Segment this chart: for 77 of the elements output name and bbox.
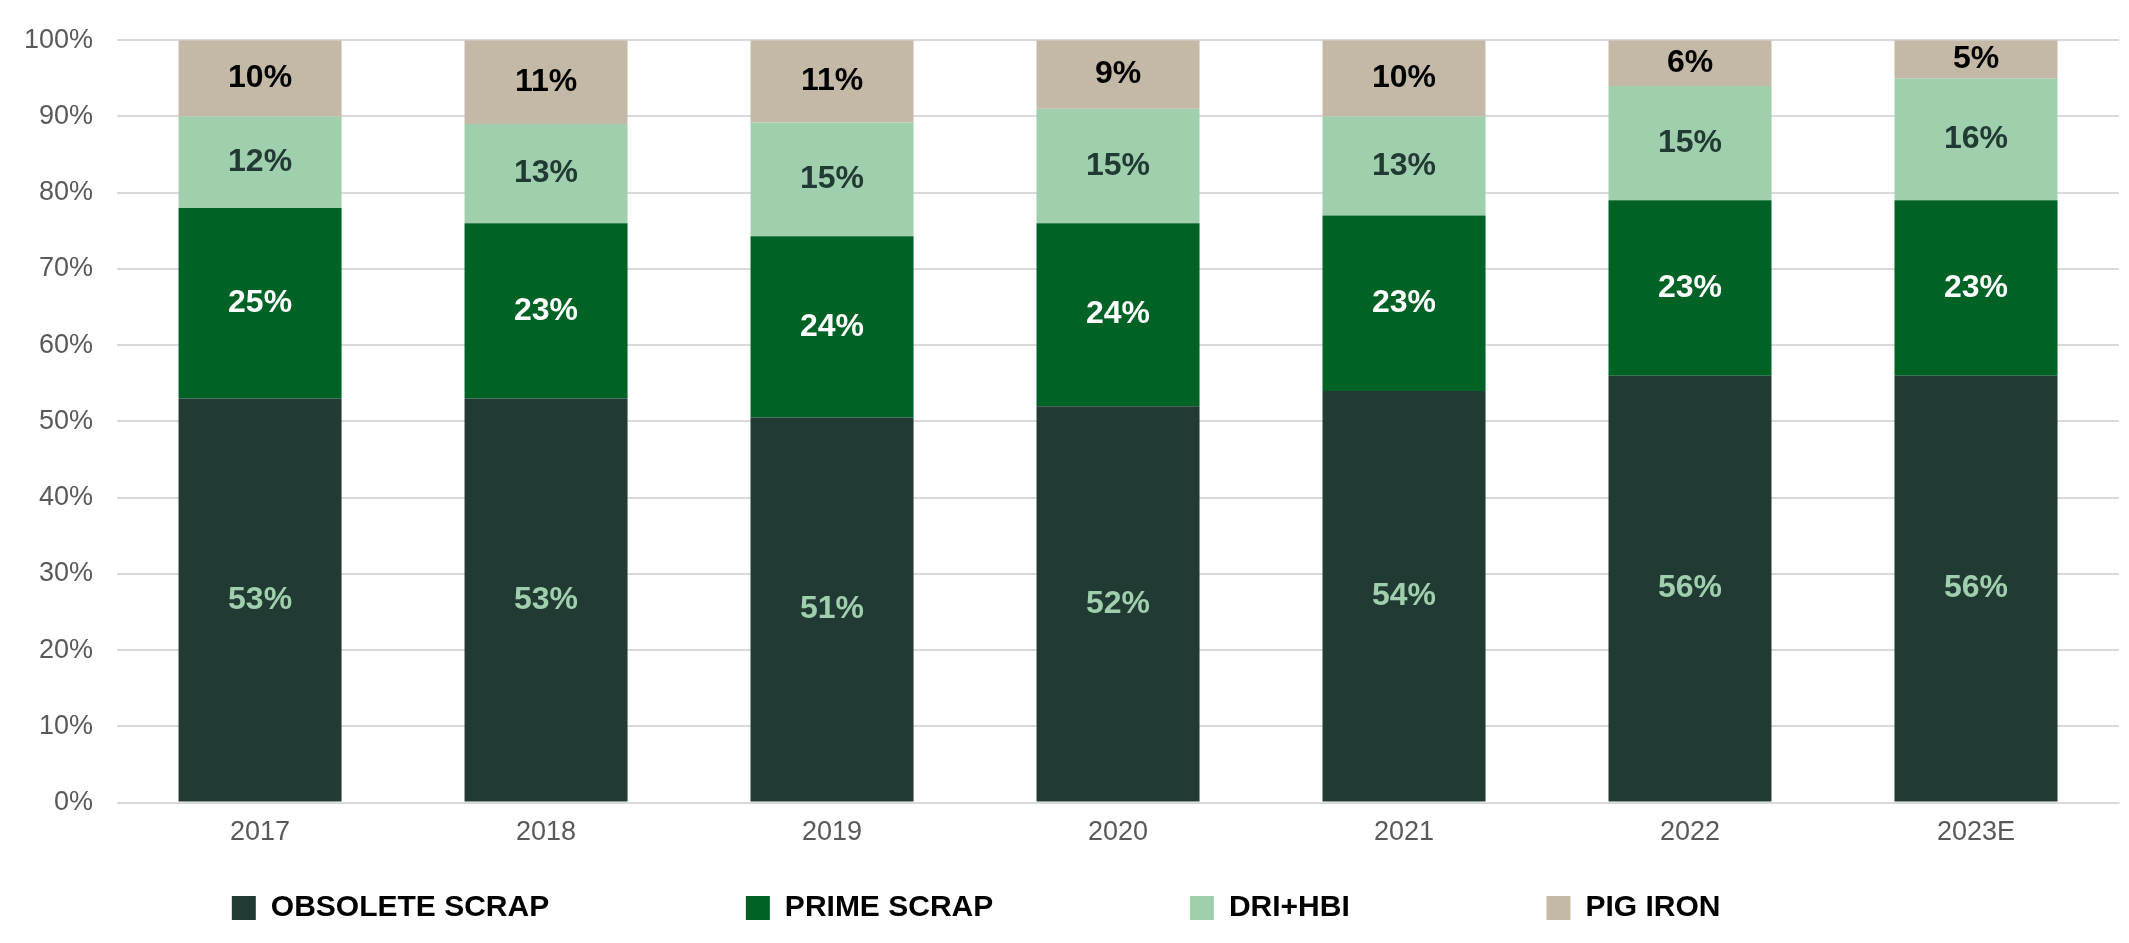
y-tick-label: 40% xyxy=(39,481,94,512)
x-tick-label: 2022 xyxy=(1659,816,1721,847)
legend-label: DRI+HBI xyxy=(1228,889,1517,923)
bar xyxy=(178,398,342,802)
data-label: 15% xyxy=(1657,122,1723,159)
y-tick-label: 70% xyxy=(39,252,94,283)
y-tick-label: 20% xyxy=(39,633,94,664)
bar xyxy=(1322,40,1486,117)
data-label: 15% xyxy=(1086,145,1151,182)
data-label: 52% xyxy=(1086,583,1151,620)
data-label: 10% xyxy=(1372,58,1437,95)
bar xyxy=(1608,40,1772,86)
bar xyxy=(464,223,628,399)
x-tick-label: 2021 xyxy=(1373,816,1435,847)
bar xyxy=(1894,78,2058,201)
bar xyxy=(178,116,342,208)
data-label: 23% xyxy=(1657,267,1723,304)
bar xyxy=(1036,108,1200,224)
bar xyxy=(464,40,628,125)
bar xyxy=(750,417,914,802)
y-tick-label: 0% xyxy=(54,786,94,817)
x-tick-label: 2018 xyxy=(516,816,577,847)
data-label: 15% xyxy=(800,159,865,196)
x-tick-label: 2020 xyxy=(1087,816,1149,847)
bar xyxy=(1894,375,2058,802)
y-tick-label: 50% xyxy=(39,404,94,435)
y-tick-label: 100% xyxy=(23,23,94,54)
data-label: 12% xyxy=(228,142,293,179)
data-label: 25% xyxy=(228,283,293,320)
data-label: 5% xyxy=(1952,39,2000,76)
data-label: 56% xyxy=(1943,568,2009,605)
bar xyxy=(464,398,628,802)
data-label: 11% xyxy=(514,61,578,98)
data-label: 13% xyxy=(514,153,579,190)
data-label: 54% xyxy=(1372,576,1437,613)
data-label: 9% xyxy=(1094,54,1142,91)
data-label: 23% xyxy=(1372,283,1437,320)
data-label: 11% xyxy=(800,61,864,98)
bar xyxy=(1608,375,1772,802)
legend-label: PIG IRON xyxy=(1585,889,1888,923)
bar xyxy=(1608,200,1772,376)
y-tick-label: 90% xyxy=(39,99,94,130)
legend-label: PRIME SCRAP xyxy=(784,889,1160,923)
bar xyxy=(1036,406,1200,802)
data-label: 16% xyxy=(1943,119,2009,156)
y-tick-label: 10% xyxy=(39,709,94,740)
bar xyxy=(178,207,342,399)
x-tick-label: 2023E xyxy=(1936,816,2016,847)
data-label: 24% xyxy=(800,306,865,343)
data-label: 23% xyxy=(514,290,579,327)
data-label: 53% xyxy=(514,579,579,616)
bar xyxy=(750,236,914,418)
bar xyxy=(1608,85,1772,201)
bar xyxy=(1322,390,1486,802)
bar xyxy=(750,40,914,123)
data-label: 24% xyxy=(1086,294,1151,331)
data-label: 13% xyxy=(1372,145,1437,182)
bar xyxy=(1036,223,1200,407)
bar xyxy=(1036,40,1200,109)
bar xyxy=(1894,200,2058,376)
data-label: 6% xyxy=(1666,42,1714,79)
bar xyxy=(464,124,628,224)
y-tick-label: 30% xyxy=(39,557,94,588)
bar xyxy=(1322,215,1486,391)
data-label: 51% xyxy=(800,589,865,626)
bar xyxy=(750,122,914,237)
x-tick-label: 2017 xyxy=(230,816,291,847)
data-label: 10% xyxy=(228,58,293,95)
data-label: 53% xyxy=(228,579,293,616)
y-tick-label: 80% xyxy=(39,176,94,207)
y-tick-label: 60% xyxy=(39,328,94,359)
bar xyxy=(1322,116,1486,216)
data-label: 56% xyxy=(1657,568,1723,605)
x-tick-label: 2019 xyxy=(802,816,863,847)
legend-label: OBSOLETE SCRAP xyxy=(270,889,716,923)
data-label: 23% xyxy=(1943,267,2009,304)
bar xyxy=(178,40,342,117)
